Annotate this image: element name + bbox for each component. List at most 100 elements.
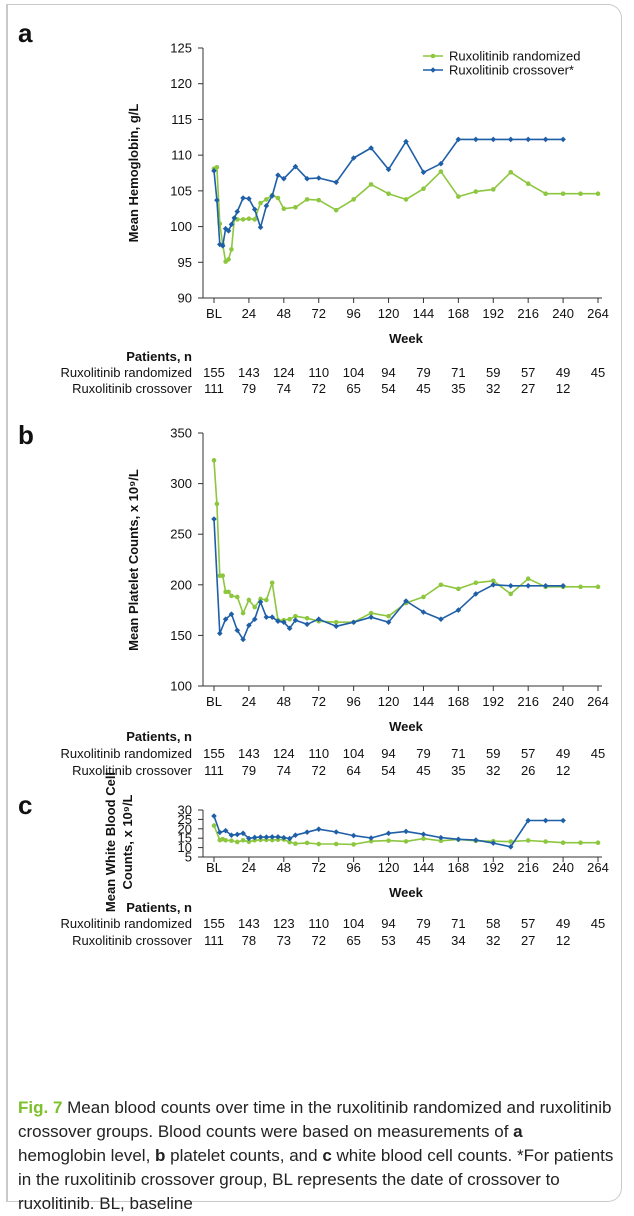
data-point-crossover xyxy=(333,623,339,630)
series-line-randomized xyxy=(213,166,598,263)
data-point-randomized xyxy=(229,247,234,252)
caption-fig-label: Fig. 7 xyxy=(18,1098,63,1117)
legend-label-randomized: Ruxolitinib randomized xyxy=(449,49,581,64)
data-point-crossover xyxy=(525,583,531,589)
patients-row-label-crossover: Ruxolitinib crossover xyxy=(72,381,193,396)
data-point-crossover xyxy=(257,834,264,840)
data-point-randomized xyxy=(473,580,479,586)
x-tick-label: BL xyxy=(206,860,222,875)
data-point-randomized xyxy=(525,576,531,582)
x-axis-title: Week xyxy=(389,719,423,734)
patients-heading: Patients, n xyxy=(126,900,192,915)
data-point-randomized xyxy=(275,837,281,843)
data-point-randomized xyxy=(508,169,514,175)
x-tick-label: 216 xyxy=(517,694,539,709)
data-point-crossover xyxy=(438,616,444,623)
data-point-crossover xyxy=(368,145,374,151)
data-point-crossover xyxy=(234,627,241,634)
data-point-crossover xyxy=(257,599,264,605)
data-point-crossover xyxy=(455,136,462,143)
data-point-crossover xyxy=(234,208,241,215)
x-tick-label: 144 xyxy=(413,694,435,709)
data-point-randomized xyxy=(368,182,374,187)
y-tick-label: 125 xyxy=(170,41,192,56)
patients-count: 32 xyxy=(486,763,500,778)
y-tick-label: 115 xyxy=(171,112,192,127)
x-tick-label: 48 xyxy=(277,860,291,875)
x-tick-label: BL xyxy=(206,306,222,321)
data-point-randomized xyxy=(275,195,281,201)
data-point-randomized xyxy=(386,613,391,619)
data-point-crossover xyxy=(507,136,514,143)
data-point-randomized xyxy=(269,837,275,843)
data-point-randomized xyxy=(473,189,479,194)
x-tick-label: 240 xyxy=(552,306,574,321)
patients-count: 79 xyxy=(416,746,430,761)
data-point-crossover xyxy=(490,840,497,846)
data-point-crossover xyxy=(228,611,235,617)
patients-count: 45 xyxy=(416,933,430,948)
data-point-crossover xyxy=(240,195,246,201)
x-tick-label: 72 xyxy=(311,694,325,709)
data-point-crossover xyxy=(214,197,220,203)
data-point-randomized xyxy=(293,204,298,210)
data-point-crossover xyxy=(455,607,462,613)
data-point-randomized xyxy=(240,837,246,843)
figure-caption: Fig. 7 Mean blood counts over time in th… xyxy=(18,1096,614,1216)
data-point-crossover xyxy=(403,828,409,835)
data-point-randomized xyxy=(490,187,496,192)
patients-count: 72 xyxy=(311,933,325,948)
patients-count: 79 xyxy=(416,916,430,931)
y-tick-label: 105 xyxy=(170,183,192,198)
data-point-randomized xyxy=(578,840,583,846)
x-tick-label: 120 xyxy=(378,694,400,709)
patients-count: 94 xyxy=(381,746,395,761)
data-point-crossover xyxy=(211,168,217,174)
data-point-crossover xyxy=(269,193,275,199)
data-point-randomized xyxy=(229,838,234,843)
patients-count: 12 xyxy=(556,933,570,948)
data-point-randomized xyxy=(456,586,461,592)
x-tick-label: 48 xyxy=(277,306,291,321)
data-point-crossover xyxy=(385,619,392,626)
patients-heading: Patients, n xyxy=(126,729,192,744)
data-point-crossover xyxy=(275,172,281,178)
data-point-crossover xyxy=(385,166,392,173)
data-point-randomized xyxy=(525,181,531,187)
panel-label-c: c xyxy=(18,790,32,820)
patients-count: 12 xyxy=(556,763,570,778)
patients-count: 32 xyxy=(486,933,500,948)
patients-count: 45 xyxy=(591,746,605,761)
patients-count: 72 xyxy=(311,381,325,396)
data-point-crossover xyxy=(560,583,566,589)
patients-count: 64 xyxy=(346,763,360,778)
data-point-crossover xyxy=(225,228,232,234)
x-tick-label: 264 xyxy=(587,306,609,321)
x-tick-label: 192 xyxy=(482,694,504,709)
panel-label-a: a xyxy=(18,18,33,48)
data-point-randomized xyxy=(333,619,339,625)
data-point-randomized xyxy=(234,594,240,600)
data-point-randomized xyxy=(560,840,566,846)
patients-count: 124 xyxy=(273,365,295,380)
patients-count: 110 xyxy=(308,916,329,931)
data-point-crossover xyxy=(217,829,223,836)
data-point-randomized xyxy=(333,841,339,847)
data-point-randomized xyxy=(220,573,226,578)
data-point-crossover xyxy=(333,179,339,186)
data-point-crossover xyxy=(217,630,223,637)
y-tick-label: 90 xyxy=(178,291,192,306)
patients-count: 123 xyxy=(273,916,295,931)
data-point-crossover xyxy=(246,622,252,629)
data-point-randomized xyxy=(351,842,356,847)
data-point-crossover xyxy=(231,215,238,221)
x-tick-label: 264 xyxy=(587,694,609,709)
patients-count: 143 xyxy=(238,365,260,380)
data-point-crossover xyxy=(286,835,293,842)
data-point-crossover xyxy=(315,616,322,623)
data-point-crossover xyxy=(275,618,281,625)
data-point-crossover xyxy=(525,136,531,143)
y-tick-label: 95 xyxy=(178,255,192,270)
y-tick-label: 100 xyxy=(170,679,192,694)
x-tick-label: 216 xyxy=(517,860,539,875)
